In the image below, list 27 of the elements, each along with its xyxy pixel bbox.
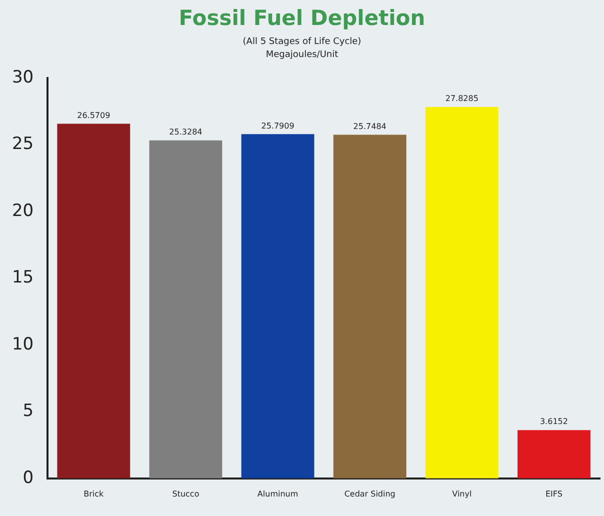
y-tick-label: 0: [22, 468, 34, 488]
y-tick-label: 5: [22, 401, 34, 422]
data-label: 25.3284: [169, 127, 202, 136]
x-tick-label: Stucco: [172, 489, 200, 498]
chart-subtitle: (All 5 Stages of Life Cycle) Megajoules/Unit: [242, 36, 362, 62]
bar: [241, 134, 314, 478]
bar: [518, 430, 590, 478]
data-label: 27.8285: [445, 94, 478, 104]
data-label: 25.7909: [261, 121, 294, 130]
y-tick-label: 25: [12, 134, 34, 154]
bar: [57, 124, 130, 478]
data-label: 26.5709: [77, 110, 110, 120]
x-tick-label: Aluminum: [257, 489, 298, 498]
bar: [149, 140, 222, 478]
data-label: 3.6152: [540, 417, 568, 426]
x-tick-label: EIFS: [545, 489, 562, 498]
x-tick-label: Brick: [84, 489, 104, 498]
chart-title: Fossil Fuel Depletion: [178, 6, 426, 30]
data-label: 25.7484: [353, 122, 386, 131]
bar: [425, 106, 498, 478]
y-tick-label: 30: [12, 67, 34, 88]
y-tick-label: 20: [12, 200, 34, 221]
x-tick-label: Cedar Siding: [344, 489, 396, 498]
y-tick-label: 10: [12, 334, 34, 354]
bar: [333, 134, 406, 478]
x-tick-label: Vinyl: [452, 489, 472, 498]
y-tick-label: 15: [12, 268, 34, 288]
